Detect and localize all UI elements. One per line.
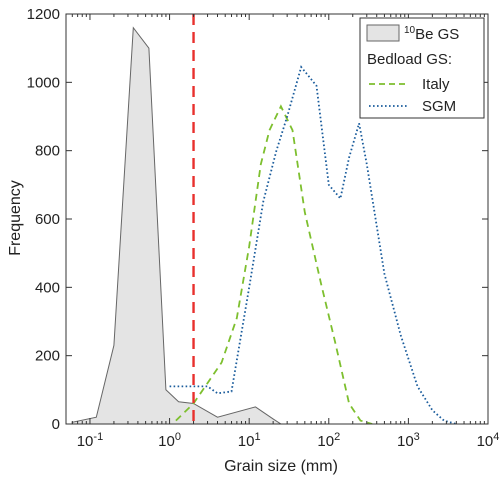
y-tick-label: 1200 [27, 6, 60, 23]
legend-label-sgm: SGM [422, 98, 456, 115]
series-group [71, 26, 457, 424]
series-be-gs-area [71, 26, 282, 424]
x-tick-label: 10-1 [77, 431, 103, 450]
y-tick-label: 1000 [27, 74, 60, 91]
plot-area [71, 14, 457, 424]
y-tick-label: 200 [35, 348, 60, 365]
legend: 10Be GS Bedload GS: Italy SGM [359, 17, 485, 119]
y-tick-label: 0 [52, 416, 60, 433]
x-tick-label: 100 [158, 431, 181, 450]
legend-label-italy: Italy [422, 76, 450, 93]
legend-heading-bedload: Bedload GS: [367, 51, 452, 68]
x-tick-label: 102 [317, 431, 340, 450]
y-tick-label: 600 [35, 211, 60, 228]
x-axis-title: Grain size (mm) [224, 458, 338, 475]
axes: 0 200 400 600 800 1000 1200 10-1 100 101 102 103 104 [27, 6, 500, 450]
y-axis-title: Frequency [7, 180, 24, 256]
legend-label-be-gs: 10Be GS [404, 25, 459, 43]
y-tick-label: 800 [35, 143, 60, 160]
y-tick-label: 400 [35, 279, 60, 296]
legend-swatch-be-gs [366, 24, 400, 42]
series-sgm-line [169, 65, 457, 424]
x-tick-label: 103 [397, 431, 420, 450]
x-tick-label: 101 [238, 431, 261, 450]
series-italy-line [175, 104, 373, 424]
x-tick-label: 104 [477, 431, 500, 450]
